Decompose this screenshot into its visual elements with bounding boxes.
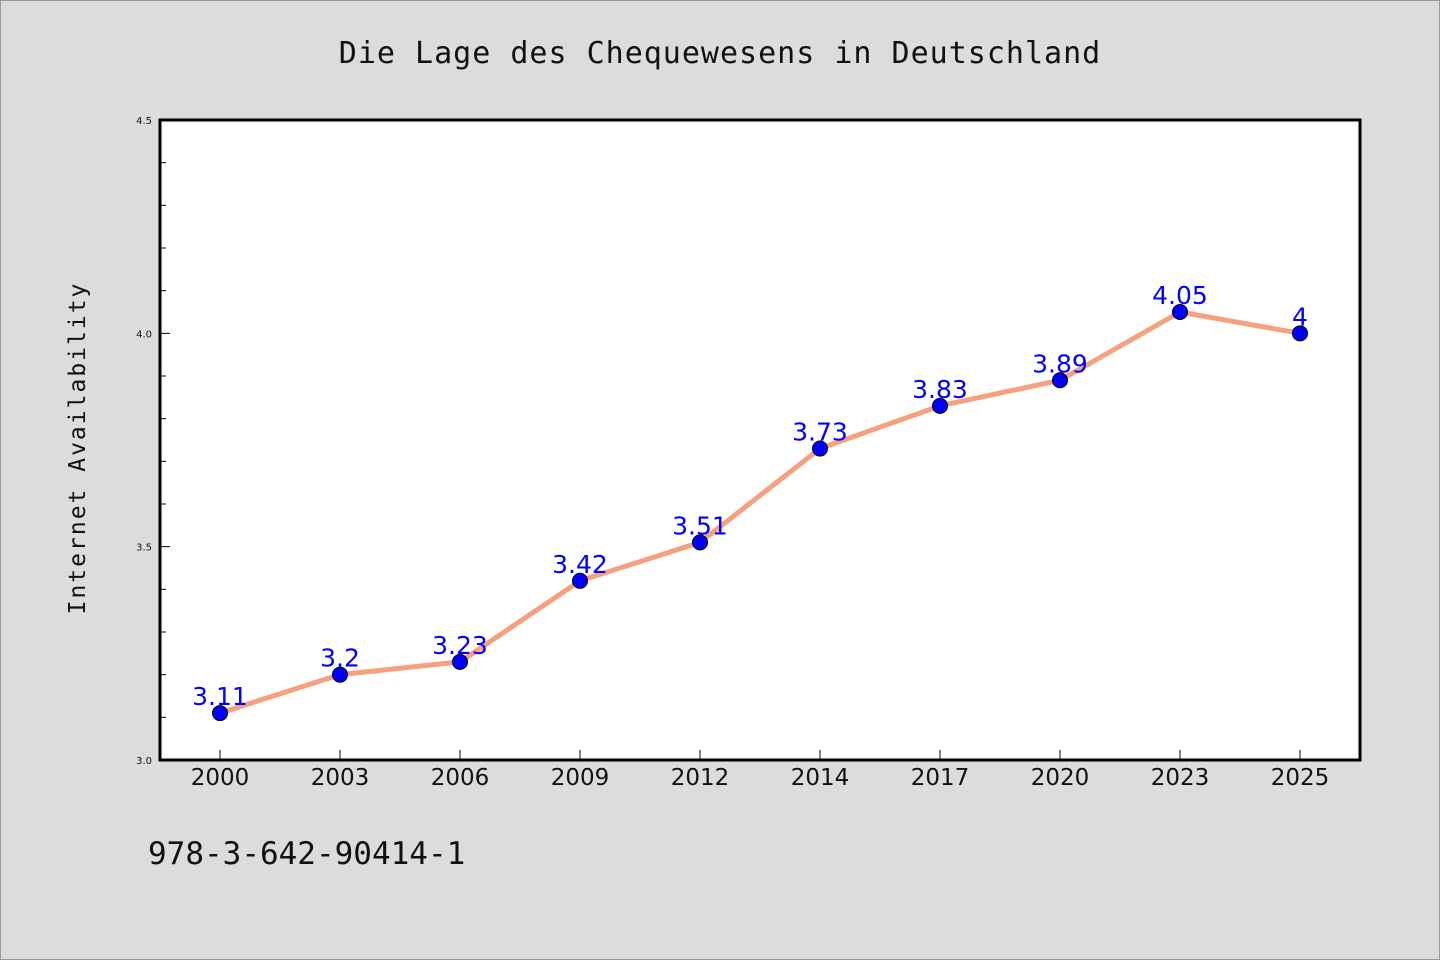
x-tick-label: 2023 (1151, 765, 1210, 791)
y-tick-label: 3.5 (136, 543, 152, 554)
y-tick-label: 3.0 (136, 756, 152, 767)
x-tick-label: 2025 (1271, 765, 1330, 791)
data-point (1052, 372, 1068, 389)
data-point (932, 397, 948, 414)
data-point (572, 572, 588, 589)
data-label: 3.42 (552, 550, 608, 579)
data-label: 3.23 (432, 631, 488, 660)
data-label: 3.83 (912, 375, 968, 404)
y-tick-label: 4.0 (136, 329, 152, 340)
x-tick-label: 2020 (1031, 765, 1090, 791)
y-axis-label: Internet Availability (65, 282, 91, 615)
data-label: 3.51 (672, 511, 728, 540)
x-tick-label: 2017 (911, 765, 970, 791)
data-label: 3.73 (792, 418, 848, 447)
data-label: 3.11 (192, 682, 248, 711)
series-markers (212, 304, 1308, 722)
y-tick-label: 4.5 (136, 116, 152, 127)
x-tick-label: 2012 (671, 765, 730, 791)
data-point (1172, 304, 1188, 320)
data-labels: 3.11 3.2 3.23 3.42 3.51 3.73 3.83 3.89 4.05 4 (192, 281, 1308, 711)
data-label: 3.89 (1032, 349, 1088, 378)
isbn-text: 978-3-642-90414-1 (148, 836, 465, 872)
data-label: 3.2 (320, 644, 360, 673)
x-tick-label: 2014 (791, 765, 850, 791)
series-line-group (217, 309, 1303, 716)
x-tick-label: 2009 (551, 765, 610, 791)
data-point (812, 440, 828, 457)
data-point (452, 653, 468, 670)
data-point (332, 666, 348, 683)
x-tick-label: 2006 (431, 765, 490, 791)
data-label: 4.05 (1152, 281, 1208, 310)
series-line (217, 309, 1303, 716)
data-point (212, 705, 228, 722)
data-point (692, 534, 708, 551)
data-label: 4 (1292, 302, 1308, 331)
x-tick-label: 2000 (191, 765, 250, 791)
chart-title: Die Lage des Chequewesens in Deutschland (339, 36, 1101, 71)
y-axis-ticks: 3.0 3.5 4.0 4.5 (136, 116, 170, 767)
plot-area (158, 118, 1362, 762)
x-tick-label: 2003 (311, 765, 370, 791)
data-point (1292, 325, 1308, 342)
x-axis-ticks: 2000 2003 2006 2009 2012 2014 2017 2020 2023 2025 (191, 750, 1330, 791)
